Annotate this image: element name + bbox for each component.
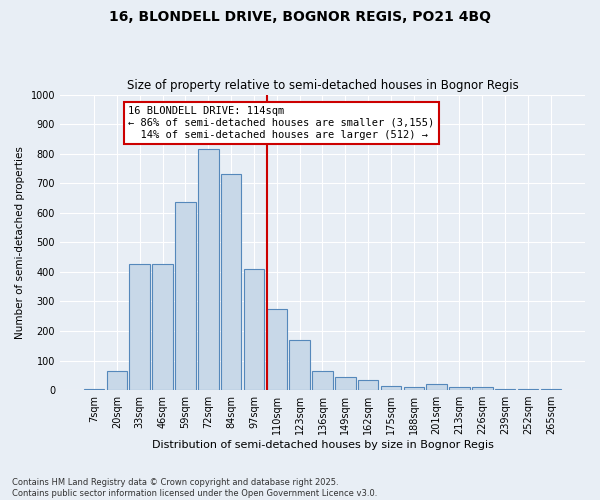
Bar bbox=[152, 264, 173, 390]
Bar bbox=[244, 269, 264, 390]
Bar bbox=[449, 387, 470, 390]
Bar bbox=[289, 340, 310, 390]
Title: Size of property relative to semi-detached houses in Bognor Regis: Size of property relative to semi-detach… bbox=[127, 79, 518, 92]
Text: 16 BLONDELL DRIVE: 114sqm
← 86% of semi-detached houses are smaller (3,155)
  14: 16 BLONDELL DRIVE: 114sqm ← 86% of semi-… bbox=[128, 106, 434, 140]
Bar bbox=[380, 386, 401, 390]
Bar bbox=[518, 388, 538, 390]
Text: 16, BLONDELL DRIVE, BOGNOR REGIS, PO21 4BQ: 16, BLONDELL DRIVE, BOGNOR REGIS, PO21 4… bbox=[109, 10, 491, 24]
Bar bbox=[312, 371, 333, 390]
Bar bbox=[427, 384, 447, 390]
Text: Contains HM Land Registry data © Crown copyright and database right 2025.
Contai: Contains HM Land Registry data © Crown c… bbox=[12, 478, 377, 498]
Bar bbox=[221, 174, 241, 390]
Bar bbox=[130, 264, 150, 390]
Bar bbox=[335, 377, 356, 390]
Bar bbox=[266, 309, 287, 390]
Bar bbox=[198, 149, 218, 390]
Bar bbox=[84, 388, 104, 390]
Bar bbox=[358, 380, 379, 390]
Bar bbox=[495, 388, 515, 390]
Bar bbox=[404, 387, 424, 390]
Y-axis label: Number of semi-detached properties: Number of semi-detached properties bbox=[15, 146, 25, 339]
Bar bbox=[472, 387, 493, 390]
Bar bbox=[175, 202, 196, 390]
Bar bbox=[107, 371, 127, 390]
X-axis label: Distribution of semi-detached houses by size in Bognor Regis: Distribution of semi-detached houses by … bbox=[152, 440, 493, 450]
